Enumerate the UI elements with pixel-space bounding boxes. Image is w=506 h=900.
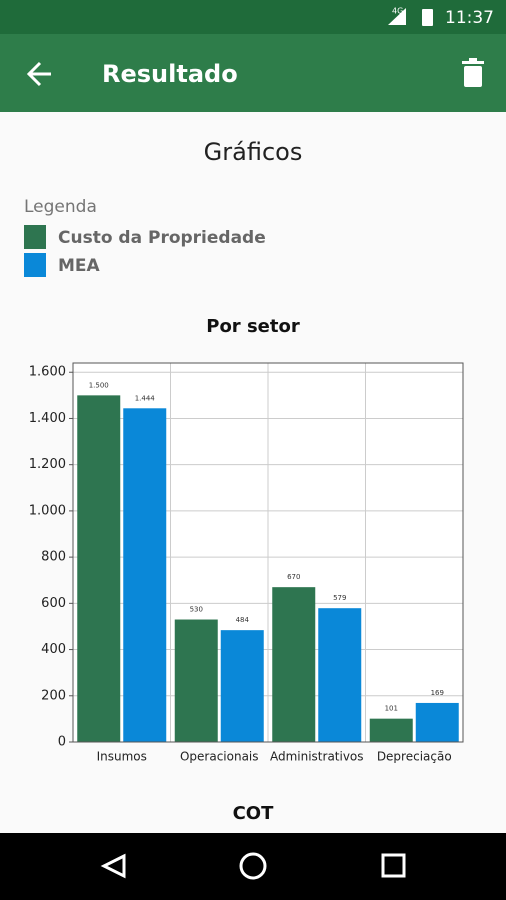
nav-home[interactable] xyxy=(239,852,267,880)
app-bar xyxy=(0,34,506,112)
x-tick-label: Administrativos xyxy=(270,750,364,764)
legend-label: MEA xyxy=(58,256,101,276)
y-tick-label: 0 xyxy=(58,735,66,750)
chart-title: Por setor xyxy=(206,316,300,337)
network-label: 4G xyxy=(392,7,403,16)
legend-title: Legenda xyxy=(24,197,97,217)
y-tick-label: 1.000 xyxy=(29,503,66,518)
heading: Gráficos xyxy=(204,138,303,166)
section-title: COT xyxy=(233,803,275,824)
y-tick-label: 800 xyxy=(41,550,66,565)
legend-swatch xyxy=(24,225,46,249)
value-label: 1.500 xyxy=(89,381,109,389)
x-tick-label: Operacionais xyxy=(180,750,259,764)
x-tick-label: Insumos xyxy=(97,750,147,764)
y-tick-label: 400 xyxy=(41,642,66,657)
plot-area xyxy=(72,362,464,743)
value-label: 579 xyxy=(333,594,346,602)
app-title: Resultado xyxy=(102,60,238,88)
value-label: 484 xyxy=(236,616,250,624)
bar xyxy=(415,702,459,742)
value-label: 1.444 xyxy=(135,394,156,402)
value-label: 670 xyxy=(287,573,300,581)
nav-recents[interactable] xyxy=(381,853,406,878)
status-bar xyxy=(0,0,506,34)
y-tick-label: 600 xyxy=(41,596,66,611)
delete-button[interactable] xyxy=(462,58,484,87)
y-tick-label: 1.200 xyxy=(29,457,66,472)
nav-back[interactable] xyxy=(100,853,126,879)
bar xyxy=(220,630,264,742)
value-label: 169 xyxy=(431,689,444,697)
y-tick-label: 200 xyxy=(41,688,66,703)
bar xyxy=(77,395,121,742)
bar xyxy=(123,408,167,742)
navigation-bar xyxy=(0,833,506,900)
bar xyxy=(318,608,362,742)
bar xyxy=(174,619,218,742)
x-tick-label: Depreciação xyxy=(377,750,452,764)
legend-swatch xyxy=(24,253,46,277)
value-label: 530 xyxy=(190,606,203,614)
battery-icon xyxy=(422,9,433,26)
y-tick-label: 1.600 xyxy=(29,365,66,380)
bar xyxy=(369,718,413,742)
bar xyxy=(272,587,316,742)
legend-label: Custo da Propriedade xyxy=(58,228,266,248)
value-label: 101 xyxy=(385,705,398,713)
y-tick-label: 1.400 xyxy=(29,411,66,426)
clock: 11:37 xyxy=(445,8,494,28)
back-button[interactable] xyxy=(26,61,51,87)
signal-icon xyxy=(388,8,406,25)
